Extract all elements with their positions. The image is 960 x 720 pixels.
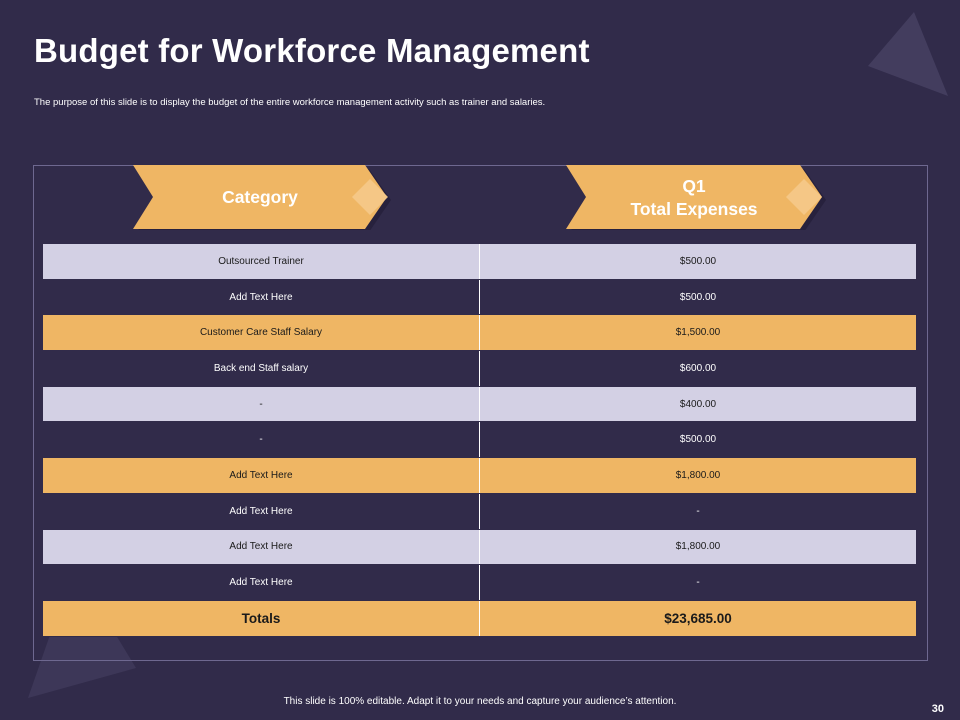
- table-row: Add Text Here $1,800.00: [43, 529, 916, 566]
- footer-note: This slide is 100% editable. Adapt it to…: [283, 696, 677, 707]
- table-row: Customer Care Staff Salary $1,500.00: [43, 315, 916, 352]
- amount-cell: $1,800.00: [479, 529, 916, 565]
- category-cell: Add Text Here: [43, 565, 479, 600]
- table-row: Add Text Here $1,800.00: [43, 458, 916, 494]
- table-row: - $400.00: [43, 386, 916, 423]
- amount-cell: -: [479, 493, 916, 529]
- table-row: Add Text Here -: [43, 493, 916, 530]
- table-row: Outsourced Trainer $500.00: [43, 244, 916, 280]
- expenses-header-label: Q1 Total Expenses: [630, 175, 758, 219]
- category-cell: Customer Care Staff Salary: [43, 315, 479, 351]
- budget-table: Outsourced Trainer $500.00 Add Text Here…: [43, 244, 916, 637]
- amount-cell: $400.00: [479, 386, 916, 422]
- amount-cell: -: [479, 565, 916, 600]
- category-header-badge: Category: [133, 165, 393, 230]
- slide-subtitle: The purpose of this slide is to display …: [34, 97, 546, 108]
- category-cell: Add Text Here: [43, 458, 479, 493]
- page-number: 30: [931, 703, 944, 715]
- totals-label: Totals: [43, 600, 479, 636]
- category-header-label: Category: [222, 187, 298, 208]
- table-row: Back end Staff salary $600.00: [43, 351, 916, 387]
- category-cell: Add Text Here: [43, 529, 479, 565]
- category-cell: Back end Staff salary: [43, 351, 479, 386]
- amount-cell: $500.00: [479, 422, 916, 458]
- decorative-triangle-top-right: [868, 12, 948, 96]
- category-cell: Outsourced Trainer: [43, 244, 479, 279]
- category-cell: -: [43, 386, 479, 422]
- table-row: - $500.00: [43, 422, 916, 459]
- amount-cell: $500.00: [479, 244, 916, 279]
- amount-cell: $600.00: [479, 351, 916, 386]
- amount-cell: $1,500.00: [479, 315, 916, 351]
- totals-row: Totals $23,685.00: [43, 600, 916, 637]
- amount-cell: $500.00: [479, 279, 916, 315]
- category-cell: Add Text Here: [43, 279, 479, 315]
- category-cell: Add Text Here: [43, 493, 479, 529]
- table-frame: [33, 165, 928, 661]
- category-cell: -: [43, 422, 479, 458]
- table-row: Add Text Here -: [43, 565, 916, 601]
- amount-cell: $1,800.00: [479, 458, 916, 493]
- category-arrow-shape: [133, 165, 391, 230]
- slide-title: Budget for Workforce Management: [34, 32, 590, 69]
- table-row: Add Text Here $500.00: [43, 279, 916, 316]
- totals-amount: $23,685.00: [479, 600, 916, 636]
- expenses-header-badge: Q1 Total Expenses: [566, 165, 828, 230]
- expenses-arrow-shape: [566, 165, 826, 230]
